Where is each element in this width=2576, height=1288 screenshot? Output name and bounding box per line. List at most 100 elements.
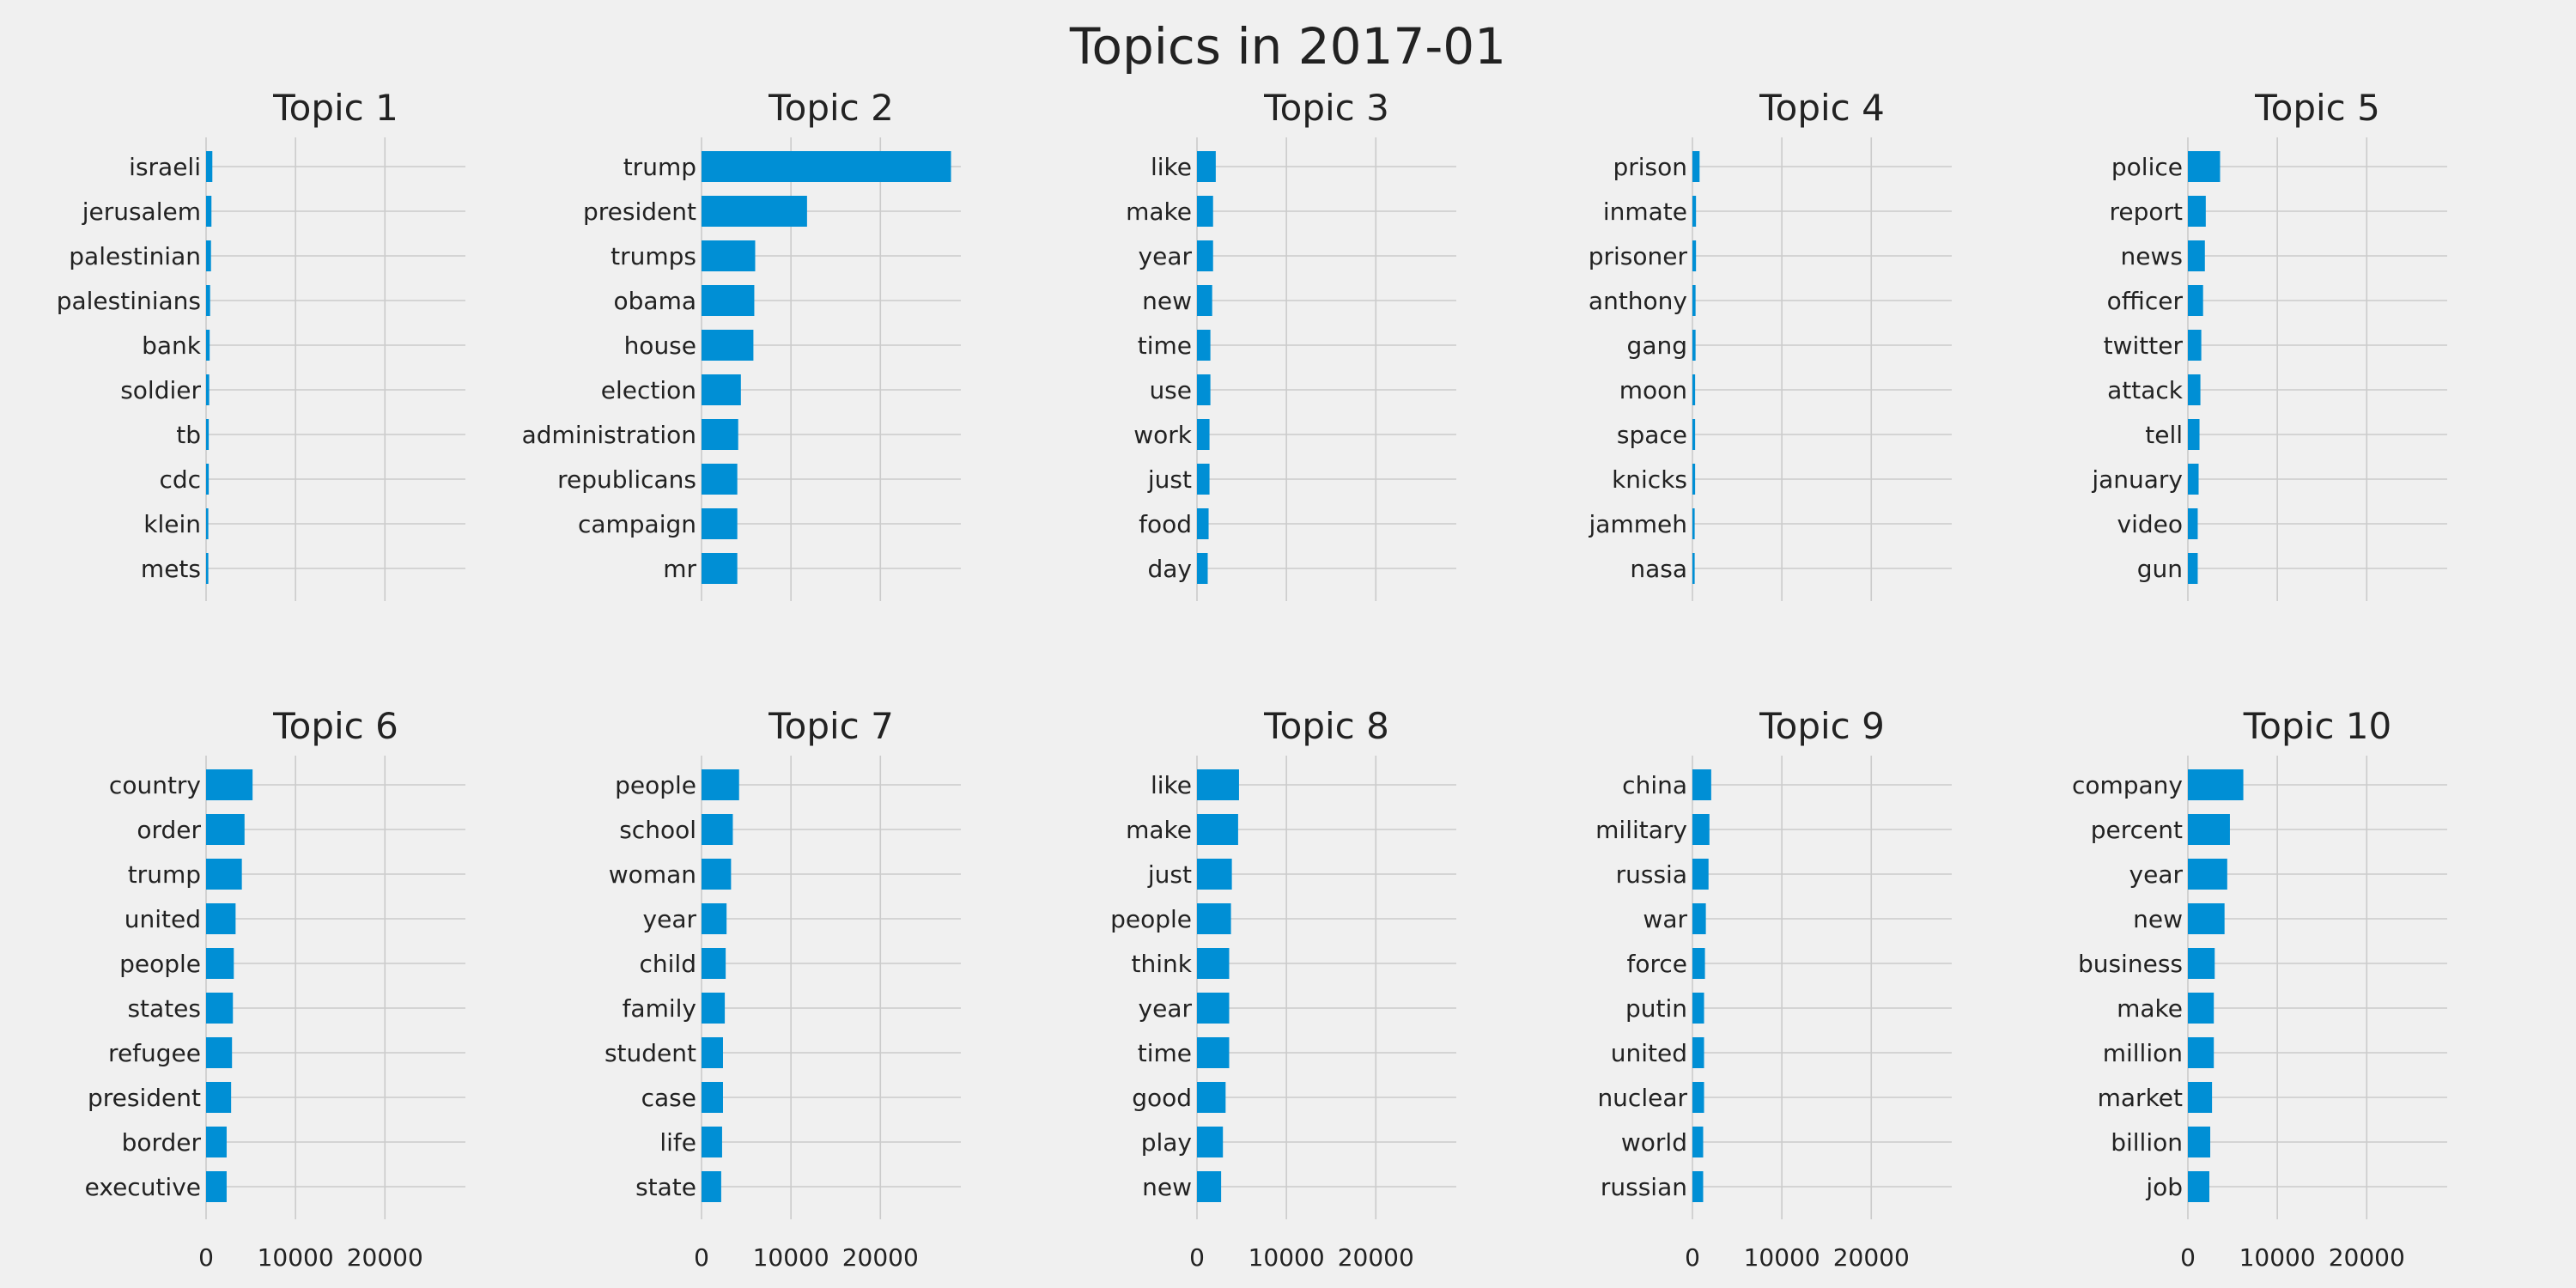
topic-title: Topic 10 [2243,705,2391,747]
bar-report [2188,196,2206,227]
bar-china [1692,769,1711,800]
bar-force [1692,948,1705,979]
category-label: gang [1627,331,1687,360]
bar-knicks [1692,464,1696,495]
category-label: prisoner [1589,242,1688,270]
bar-order [206,814,245,845]
category-label: report [2109,197,2183,226]
category-label: make [2117,994,2183,1023]
x-tick-label: 0 [1685,1243,1700,1272]
bar-time [1197,330,1211,361]
category-label: executive [85,1173,201,1201]
bar-day [1197,553,1208,584]
x-tick-label: 10000 [1249,1243,1325,1272]
bar-food [1197,508,1209,539]
category-label: make [1126,197,1192,226]
x-tick-label: 10000 [1744,1243,1820,1272]
topic-panel: Topic 3 like make year new time use work just foo… [1126,87,1456,601]
bar-jammeh [1692,508,1695,539]
bar-play [1197,1127,1224,1157]
bar-officer [2188,285,2203,316]
bar-nuclear [1692,1082,1704,1113]
category-label: student [605,1039,696,1067]
bar-new [1197,285,1212,316]
category-label: year [643,905,697,933]
bar-good [1197,1082,1226,1113]
category-label: life [659,1128,696,1157]
topic-panel: Topic 9 china military russia war force putin u… [1595,705,1952,1272]
bar-moon [1692,374,1696,405]
bar-tell [2188,419,2200,450]
bar-obama [702,285,755,316]
topic-panel: Topic 6 country order trump united people stat… [85,705,465,1272]
bar-people [206,948,234,979]
bar-make [2188,993,2215,1024]
bar-family [702,993,726,1024]
category-label: russian [1601,1173,1687,1201]
category-label: percent [2091,816,2183,844]
bar-administration [702,419,738,450]
category-label: people [119,950,201,978]
bar-cdc [206,464,210,495]
bar-executive [206,1171,227,1202]
category-label: family [623,994,696,1023]
category-label: campaign [578,510,696,538]
category-label: food [1139,510,1192,538]
bar-year [1197,240,1213,271]
bar-work [1197,419,1210,450]
bar-twitter [2188,330,2202,361]
category-label: trump [623,153,696,181]
bar-palestinians [206,285,210,316]
x-tick-label: 20000 [842,1243,919,1272]
category-label: moon [1619,376,1687,404]
bar-nasa [1692,553,1695,584]
category-label: year [1139,994,1193,1023]
bar-just [1197,859,1232,890]
category-label: house [624,331,696,360]
x-tick-label: 20000 [1338,1243,1414,1272]
bar-like [1197,151,1216,182]
bar-soldier [206,374,210,405]
category-label: case [641,1084,696,1112]
bar-use [1197,374,1211,405]
category-label: billion [2111,1128,2183,1157]
bar-russian [1692,1171,1704,1202]
topic-panel: Topic 8 like make just people think year time go… [1110,705,1456,1272]
bar-gang [1692,330,1696,361]
bar-case [702,1082,723,1113]
bar-prisoner [1692,240,1697,271]
category-label: mets [141,555,201,583]
bar-job [2188,1171,2209,1202]
category-label: business [2078,950,2183,978]
category-label: knicks [1612,465,1687,494]
bar-attack [2188,374,2201,405]
category-label: woman [609,860,696,889]
category-label: united [125,905,201,933]
category-label: united [1611,1039,1687,1067]
bar-campaign [702,508,738,539]
bar-space [1692,419,1696,450]
category-label: president [583,197,696,226]
category-label: order [137,816,201,844]
category-label: make [1126,816,1192,844]
bar-year [2188,859,2227,890]
category-label: million [2103,1039,2183,1067]
bar-year [702,903,727,934]
bar-state [702,1171,721,1202]
bar-palestinian [206,240,211,271]
topic-panel: Topic 7 people school woman year child family s… [605,705,961,1272]
bar-war [1692,903,1706,934]
category-label: attack [2107,376,2184,404]
category-label: russia [1616,860,1687,889]
x-tick-label: 10000 [753,1243,829,1272]
category-label: refugee [108,1039,201,1067]
bar-woman [702,859,732,890]
bar-million [2188,1037,2215,1068]
bar-new [1197,1171,1222,1202]
category-label: state [635,1173,696,1201]
category-label: obama [614,287,697,315]
topic-title: Topic 7 [768,705,894,747]
topic-panel: Topic 2 trump president trumps obama house ele… [522,87,961,601]
category-label: force [1626,950,1687,978]
